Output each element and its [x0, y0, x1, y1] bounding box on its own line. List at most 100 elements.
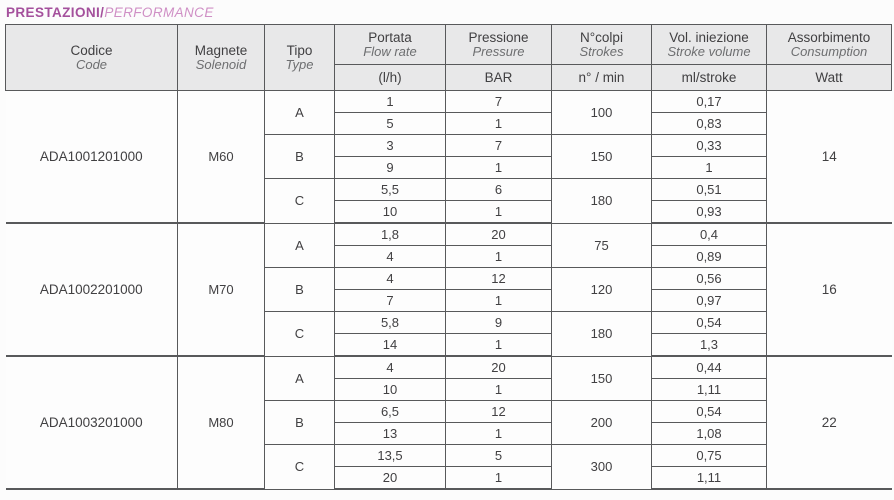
col-header-portata-en: Flow rate [363, 44, 417, 59]
stroke-volume-cell: 0,44 [651, 355, 767, 379]
pressure-cell: 1 [445, 289, 552, 312]
flow-rate-cell: 10 [334, 378, 446, 401]
col-header-pressione: Pressione Pressure [445, 24, 552, 65]
pressure-cell: 5 [445, 444, 552, 467]
strokes-cell: 180 [551, 178, 652, 224]
stroke-volume-cell: 1,3 [651, 333, 767, 357]
type-cell: B [264, 400, 335, 445]
flow-rate-cell: 5,8 [334, 311, 446, 334]
pressure-cell: 20 [445, 222, 552, 246]
strokes-cell: 75 [551, 222, 652, 268]
table-body: ADA1001201000 M60 A 1 7 100 0,17 14 5 1 0,83 B 3 7 150… [5, 90, 892, 490]
table-row: 14 1 1,3 [6, 333, 892, 357]
col-header-codice-en: Code [75, 57, 108, 72]
table-row: C 13,5 5 300 0,75 [6, 444, 892, 490]
stroke-volume-cell: 1 [651, 156, 767, 179]
type-cell: C [264, 444, 335, 490]
stroke-volume-cell: 0,97 [651, 289, 767, 312]
flow-rate-cell: 1 [334, 90, 446, 113]
flow-rate-cell: 20 [334, 466, 446, 490]
performance-table: Codice Code Magnete Solenoid Tipo Type P… [5, 24, 892, 490]
strokes-cell: 100 [551, 90, 652, 135]
stroke-volume-cell: 0,83 [651, 112, 767, 135]
code-cell: ADA1002201000 [5, 222, 178, 357]
col-header-assorbimento-en: Consumption [790, 44, 868, 59]
stroke-volume-cell: 1,08 [651, 422, 767, 445]
table-row: B 3 7 150 0,33 [6, 134, 892, 179]
col-header-assorbimento-it: Assorbimento [787, 30, 871, 45]
pressure-cell: 1 [445, 156, 552, 179]
col-header-pressione-it: Pressione [468, 30, 529, 45]
pressure-cell: 9 [445, 311, 552, 334]
flow-rate-cell: 13 [334, 422, 446, 445]
flow-rate-cell: 13,5 [334, 444, 446, 467]
pressure-cell: 1 [445, 200, 552, 224]
col-header-tipo-en: Type [285, 57, 314, 72]
flow-rate-cell: 1,8 [334, 222, 446, 246]
pressure-cell: 1 [445, 245, 552, 268]
flow-rate-cell: 7 [334, 289, 446, 312]
col-header-iniezione-en: Stroke volume [667, 44, 751, 59]
watt-cell: 14 [766, 90, 892, 224]
col-header-colpi-it: N°colpi [580, 30, 623, 45]
flow-rate-cell: 14 [334, 333, 446, 357]
stroke-volume-cell: 0,4 [651, 222, 767, 246]
header-name-row: Codice Code Magnete Solenoid Tipo Type P… [5, 24, 892, 91]
stroke-volume-cell: 0,89 [651, 245, 767, 268]
type-cell: C [264, 178, 335, 224]
col-header-iniezione: Vol. iniezione Stroke volume [651, 24, 767, 65]
table-row: 10 1 0,93 [6, 200, 892, 224]
strokes-cell: 300 [551, 444, 652, 490]
flow-rate-cell: 3 [334, 134, 446, 157]
solenoid-cell: M70 [177, 222, 265, 357]
stroke-volume-cell: 0,54 [651, 311, 767, 334]
table-row: ADA1001201000 M60 A 1 7 100 0,17 14 [5, 90, 892, 224]
header-unit-row: (l/h) BAR n° / min ml/stroke Watt [6, 64, 892, 91]
pressure-cell: 1 [445, 333, 552, 357]
stroke-volume-cell: 0,17 [651, 90, 767, 113]
strokes-cell: 150 [551, 355, 652, 401]
unit-colpi: n° / min [551, 64, 652, 91]
col-header-colpi: N°colpi Strokes [551, 24, 652, 65]
strokes-cell: 150 [551, 134, 652, 179]
col-header-portata: Portata Flow rate [334, 24, 446, 65]
pressure-cell: 7 [445, 134, 552, 157]
stroke-volume-cell: 0,75 [651, 444, 767, 467]
stroke-volume-cell: 1,11 [651, 378, 767, 401]
col-header-tipo: Tipo Type [264, 24, 335, 91]
page-title: PRESTAZIONI/PERFORMANCE [6, 5, 890, 20]
col-header-magnete-en: Solenoid [195, 57, 247, 72]
pressure-cell: 1 [445, 112, 552, 135]
col-header-assorbimento: Assorbimento Consumption [766, 24, 892, 65]
type-cell: A [264, 355, 335, 401]
table-row: 20 1 1,11 [6, 466, 892, 490]
type-cell: C [264, 311, 335, 357]
flow-rate-cell: 5 [334, 112, 446, 135]
solenoid-cell: M60 [177, 90, 265, 224]
pressure-cell: 1 [445, 378, 552, 401]
stroke-volume-cell: 0,33 [651, 134, 767, 157]
flow-rate-cell: 10 [334, 200, 446, 224]
pressure-cell: 1 [445, 466, 552, 490]
flow-rate-cell: 5,5 [334, 178, 446, 201]
page-title-primary: PRESTAZIONI/ [6, 5, 105, 20]
table-row: 10 1 1,11 [6, 378, 892, 401]
watt-cell: 16 [766, 222, 892, 357]
code-cell: ADA1003201000 [5, 355, 178, 490]
code-cell: ADA1001201000 [5, 90, 178, 224]
pressure-cell: 1 [445, 422, 552, 445]
col-header-colpi-en: Strokes [579, 44, 624, 59]
pressure-cell: 6 [445, 178, 552, 201]
table-row: C 5,5 6 180 0,51 [6, 178, 892, 224]
col-header-iniezione-it: Vol. iniezione [669, 30, 749, 45]
strokes-cell: 180 [551, 311, 652, 357]
stroke-volume-cell: 1,11 [651, 466, 767, 490]
col-header-codice: Codice Code [5, 24, 178, 91]
col-header-portata-it: Portata [368, 30, 412, 45]
stroke-volume-cell: 0,56 [651, 267, 767, 290]
col-header-tipo-it: Tipo [286, 43, 313, 58]
unit-assorbimento: Watt [766, 64, 892, 91]
flow-rate-cell: 4 [334, 245, 446, 268]
